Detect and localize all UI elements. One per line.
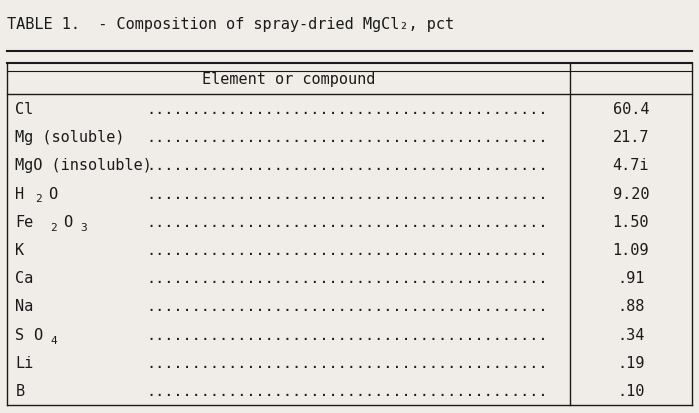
Text: Ca: Ca: [15, 271, 34, 285]
Text: ............................................: ........................................…: [146, 130, 547, 145]
Text: O: O: [33, 327, 42, 342]
Text: Mg (soluble): Mg (soluble): [15, 130, 125, 145]
Text: ............................................: ........................................…: [146, 383, 547, 398]
Text: ............................................: ........................................…: [146, 158, 547, 173]
Text: 1.09: 1.09: [612, 242, 649, 257]
Text: MgO (insoluble): MgO (insoluble): [15, 158, 152, 173]
Text: Fe: Fe: [15, 214, 34, 229]
Text: 21.7: 21.7: [612, 130, 649, 145]
Text: .10: .10: [617, 383, 644, 398]
Text: 9.20: 9.20: [612, 186, 649, 201]
Text: ............................................: ........................................…: [146, 186, 547, 201]
Text: 60.4: 60.4: [612, 102, 649, 116]
Text: .91: .91: [617, 271, 644, 285]
Text: Li: Li: [15, 355, 34, 370]
Text: 4.7i: 4.7i: [612, 158, 649, 173]
Text: ............................................: ........................................…: [146, 214, 547, 229]
Text: K: K: [15, 242, 24, 257]
Text: Na: Na: [15, 299, 34, 313]
Text: S: S: [15, 327, 24, 342]
Text: O: O: [48, 186, 57, 201]
Text: 2: 2: [35, 194, 42, 204]
Text: 4: 4: [50, 335, 57, 345]
Text: ............................................: ........................................…: [146, 355, 547, 370]
Text: B: B: [15, 383, 24, 398]
Text: Element or compound: Element or compound: [201, 72, 375, 87]
Text: 2: 2: [50, 222, 57, 232]
Text: TABLE 1.  - Composition of spray-dried MgCl₂, pct: TABLE 1. - Composition of spray-dried Mg…: [7, 17, 454, 31]
Text: Cl: Cl: [15, 102, 34, 116]
Text: H: H: [15, 186, 24, 201]
Text: ............................................: ........................................…: [146, 102, 547, 116]
Text: .88: .88: [617, 299, 644, 313]
Text: .19: .19: [617, 355, 644, 370]
Text: ............................................: ........................................…: [146, 242, 547, 257]
Text: ............................................: ........................................…: [146, 271, 547, 285]
Text: O: O: [63, 214, 72, 229]
Text: 3: 3: [80, 222, 87, 232]
Text: 1.50: 1.50: [612, 214, 649, 229]
Text: ............................................: ........................................…: [146, 299, 547, 313]
Text: ............................................: ........................................…: [146, 327, 547, 342]
Text: .34: .34: [617, 327, 644, 342]
